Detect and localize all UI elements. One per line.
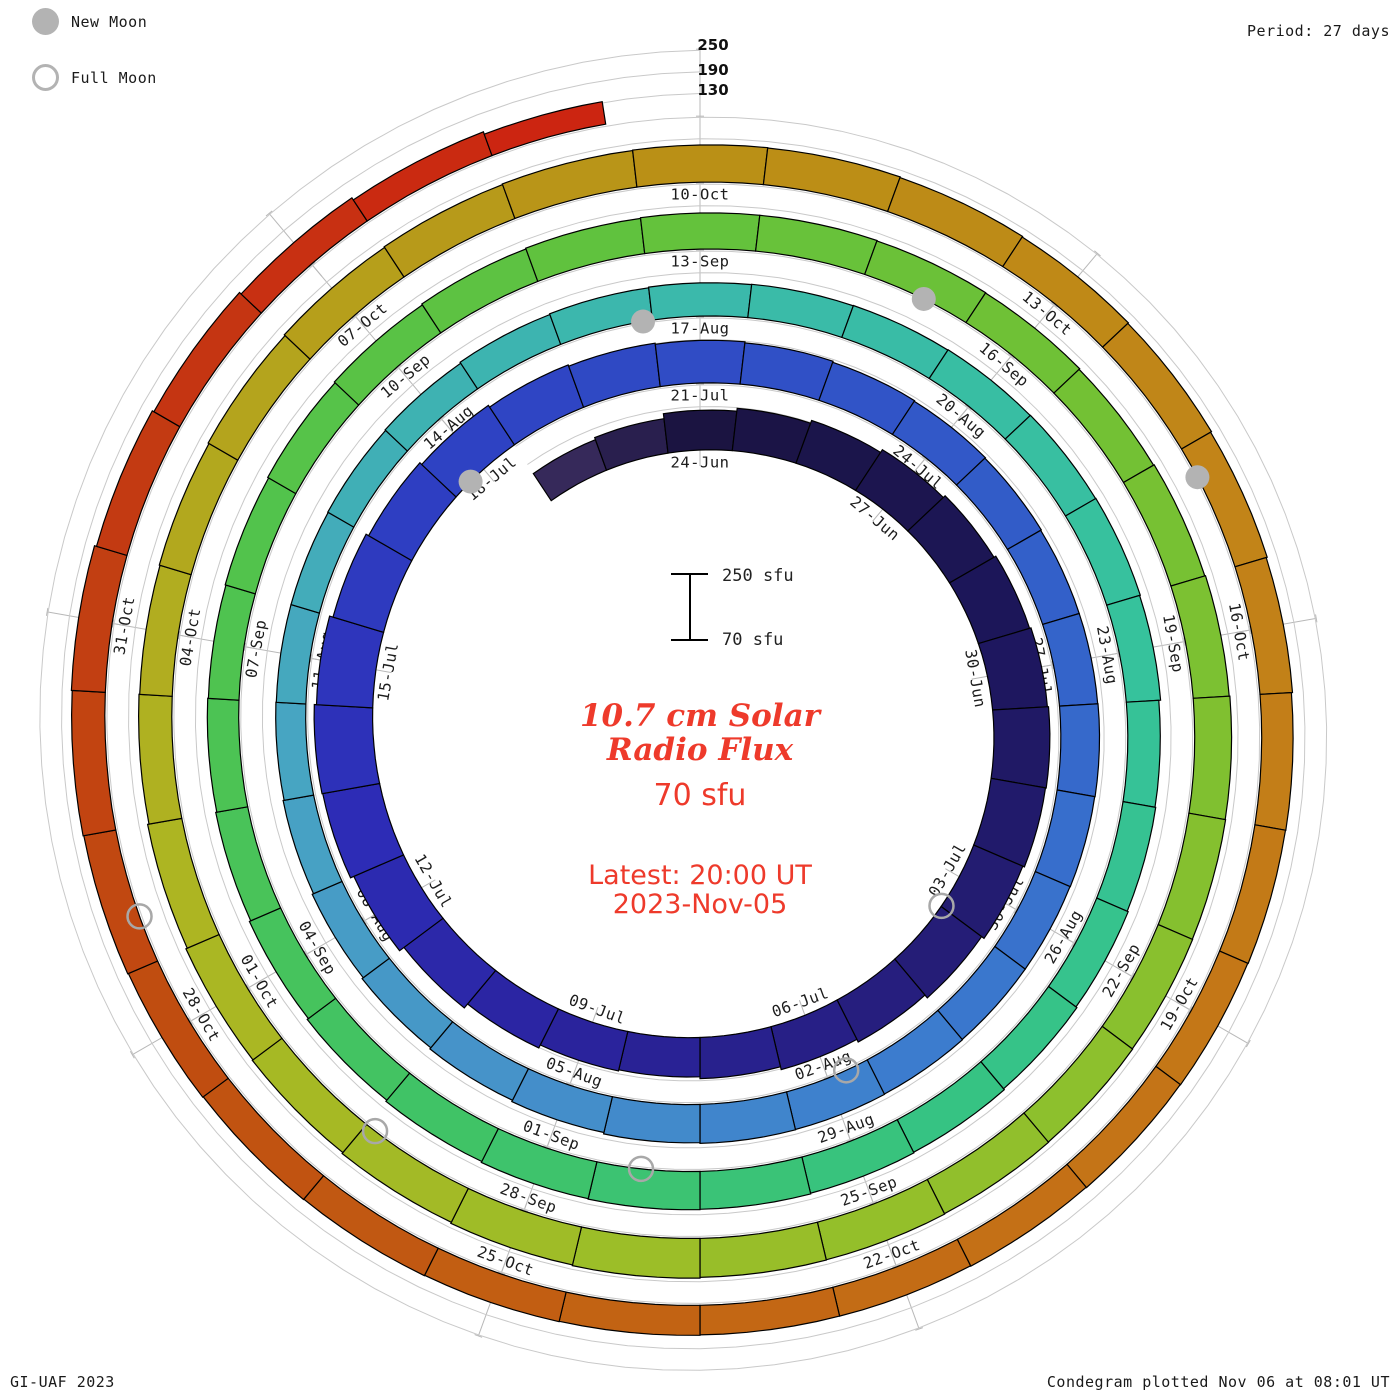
tick-mark — [45, 607, 49, 616]
date-label: 13-Sep — [671, 253, 730, 271]
scale-bar-bottom-label: 70 sfu — [722, 630, 784, 650]
scale-bar-top-cap — [671, 573, 708, 575]
day-segment — [95, 409, 181, 557]
current-flux-value: 70 sfu — [653, 778, 747, 813]
chart-title-line1: 10.7 cm Solar — [579, 698, 821, 734]
day-segment — [567, 342, 661, 409]
tick-mark — [1094, 250, 1101, 257]
chart-title-line2: Radio Flux — [606, 732, 794, 768]
plotted-label: Condegram plotted Nov 06 at 08:01 UT — [1046, 1373, 1390, 1391]
day-segment — [501, 149, 638, 220]
full-moon-marker — [126, 903, 153, 930]
day-segment — [754, 214, 878, 276]
day-segment — [1064, 497, 1142, 606]
radial-axis-label-250: 250 — [697, 36, 729, 54]
moon-markers — [126, 286, 1210, 1183]
date-label: 21-Jul — [671, 387, 730, 405]
new-moon-marker — [458, 469, 483, 494]
period-label: Period: 27 days — [1247, 22, 1390, 40]
day-segment — [841, 304, 949, 380]
full-moon-icon — [32, 64, 59, 91]
latest-date-label: 2023-Nov-05 — [612, 889, 788, 920]
day-segment — [647, 282, 753, 321]
tick-mark — [915, 1327, 924, 1331]
day-segment — [602, 1096, 701, 1144]
day-segment — [266, 381, 360, 495]
day-segment — [158, 442, 239, 576]
new-moon-marker — [911, 286, 936, 311]
new-moon-marker — [1185, 465, 1210, 490]
tick-mark — [1245, 1039, 1251, 1048]
tick-mark — [129, 1051, 135, 1059]
scale-bar-line — [689, 574, 691, 640]
full-moon-marker — [928, 892, 955, 920]
legend-full-moon: Full Moon — [32, 64, 157, 91]
date-label: 17-Aug — [671, 320, 730, 338]
new-moon-label: New Moon — [71, 12, 148, 31]
new-moon-marker — [631, 309, 656, 334]
day-segment — [631, 144, 769, 188]
credit-label: GI-UAF 2023 — [10, 1373, 115, 1391]
tick-mark — [474, 1334, 483, 1338]
day-segment — [571, 1226, 701, 1279]
day-segment — [699, 1025, 782, 1080]
day-segment — [662, 409, 738, 454]
radial-axis-label-130: 130 — [697, 81, 729, 99]
day-segment — [654, 339, 746, 388]
scale-bar-top-label: 250 sfu — [722, 566, 794, 586]
day-segment — [617, 1030, 701, 1078]
day-segment — [532, 438, 608, 502]
day-segment — [699, 1091, 797, 1145]
full-moon-marker — [627, 1155, 655, 1183]
day-segment — [524, 217, 646, 283]
tick-mark — [265, 210, 273, 217]
day-segment — [762, 147, 901, 213]
day-segment — [558, 1291, 701, 1336]
legend-new-moon: New Moon — [32, 8, 147, 35]
day-segment — [739, 342, 834, 402]
day-segment — [483, 100, 607, 157]
day-segment — [699, 1286, 841, 1336]
latest-time-label: Latest: 20:00 UT — [588, 860, 812, 891]
new-moon-icon — [32, 8, 59, 35]
tick-mark — [1315, 614, 1318, 623]
day-segment — [747, 283, 855, 339]
date-label: 10-Oct — [671, 186, 730, 204]
full-moon-marker — [832, 1057, 860, 1084]
date-label: 24-Jun — [671, 454, 730, 472]
day-segment — [639, 212, 761, 255]
full-moon-label: Full Moon — [71, 68, 157, 87]
scale-bar-bottom-cap — [671, 639, 708, 641]
radial-axis-label-190: 190 — [697, 61, 729, 79]
flux-segments — [70, 100, 1294, 1336]
day-segment — [593, 418, 669, 471]
flux-gridline-250 — [39, 49, 1328, 1371]
full-moon-marker — [361, 1117, 389, 1145]
